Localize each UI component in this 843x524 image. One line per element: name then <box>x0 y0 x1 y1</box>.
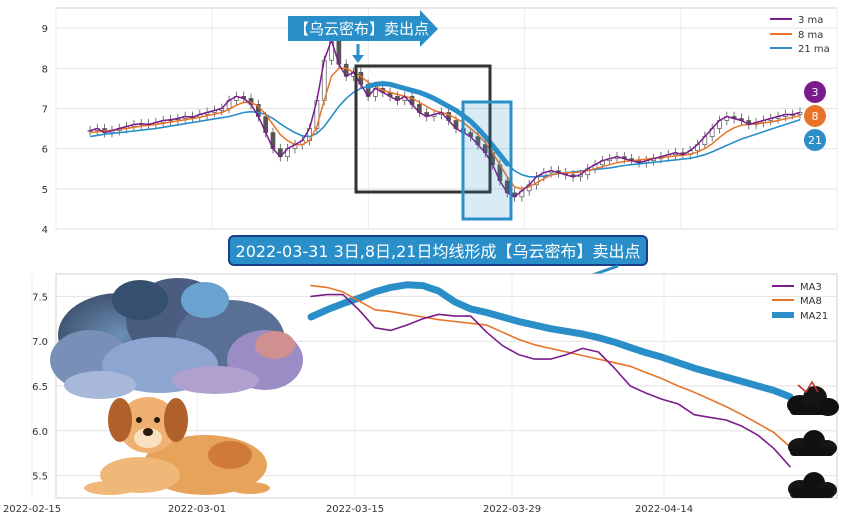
ma-badges: 3 8 21 <box>804 81 826 151</box>
top-y-tick-label: 7 <box>42 104 48 115</box>
bottom-legend: MA3 MA8 MA21 <box>772 282 828 322</box>
chart-title: 2022-03-31 3日,8日,21日均线形成【乌云密布】卖出点 <box>236 242 641 261</box>
top-grid <box>55 8 838 230</box>
top-y-tick-label: 8 <box>42 64 48 75</box>
bottom-ma8-line <box>310 284 791 448</box>
top-ma8-line <box>89 67 801 190</box>
legend-label-3ma: 3 ma <box>798 15 823 26</box>
bottom-x-tick-label: 2022-03-15 <box>326 504 384 515</box>
black-cloud-icon-2 <box>788 430 837 456</box>
sell-point-arrow: 【乌云密布】卖出点 <box>288 10 438 63</box>
legend-label-21ma: 21 ma <box>798 44 830 55</box>
arrow-shape <box>288 10 438 47</box>
legend-label-ma3: MA3 <box>800 282 822 293</box>
bottom-ma3-line <box>310 293 791 468</box>
badge-3-circle <box>804 81 826 103</box>
title-banner-bg <box>228 235 648 266</box>
top-y-tick-label: 9 <box>42 24 48 35</box>
bottom-ma-lines <box>307 281 794 468</box>
badge-8-circle <box>804 105 826 127</box>
bottom-chart: 5.56.06.57.07.5 2022-02-15 2022-03-01 2022… <box>3 273 839 515</box>
title-banner: 2022-03-31 3日,8日,21日均线形成【乌云密布】卖出点 <box>228 235 648 285</box>
badge-21-label: 21 <box>808 134 822 147</box>
badge-3-label: 3 <box>812 86 819 99</box>
legend-label-8ma: 8 ma <box>798 30 823 41</box>
black-cloud-icon-3 <box>788 472 837 498</box>
top-y-tick-label: 6 <box>42 145 48 156</box>
badge-21-circle <box>804 129 826 151</box>
cloud-pattern-box <box>354 64 492 194</box>
bottom-y-tick-label: 6.0 <box>32 427 48 438</box>
bottom-y-tick-label: 6.5 <box>32 382 48 393</box>
legend-label-ma21: MA21 <box>800 311 828 322</box>
top-legend: 3 ma 8 ma 21 ma <box>770 15 830 55</box>
bottom-y-tick-label: 5.5 <box>32 472 48 483</box>
storm-cloud-illustration <box>50 278 303 399</box>
bottom-y-tick-label: 7.0 <box>32 337 48 348</box>
arrow-label: 【乌云密布】卖出点 <box>294 20 429 38</box>
top-ma21-highlight <box>365 80 510 167</box>
top-y-tick-label: 5 <box>42 185 48 196</box>
black-cloud-icon-1 <box>787 380 839 416</box>
top-y-tick-label: 4 <box>42 225 48 236</box>
signal-box <box>461 100 513 221</box>
legend-label-ma8: MA8 <box>800 296 822 307</box>
bottom-x-tick-label: 2022-02-15 <box>3 504 61 515</box>
bottom-x-tick-label: 2022-03-01 <box>168 504 226 515</box>
badge-8-label: 8 <box>812 110 819 123</box>
bottom-x-tick-label: 2022-04-14 <box>635 504 693 515</box>
bottom-x-tick-label: 2022-03-29 <box>483 504 541 515</box>
bottom-y-axis: 5.5 6.0 6.5 7.0 7.5 <box>32 292 48 482</box>
bottom-ma21-line <box>307 281 794 401</box>
bottom-y-tick-label: 7.5 <box>32 292 48 303</box>
down-arrow-head <box>352 55 364 63</box>
top-ma-lines <box>89 37 801 198</box>
top-y-axis: 4 5 6 7 8 9 <box>42 24 48 236</box>
top-chart: 4 5 6 7 8 9 【乌云密布】卖出点 3 ma 8 ma 21 ma 3 8 <box>42 7 838 236</box>
dog-illustration <box>84 397 270 495</box>
top-ma3-line <box>89 37 801 198</box>
bottom-x-axis: 2022-02-15 2022-03-01 2022-03-15 2022-03-29… <box>3 504 693 515</box>
